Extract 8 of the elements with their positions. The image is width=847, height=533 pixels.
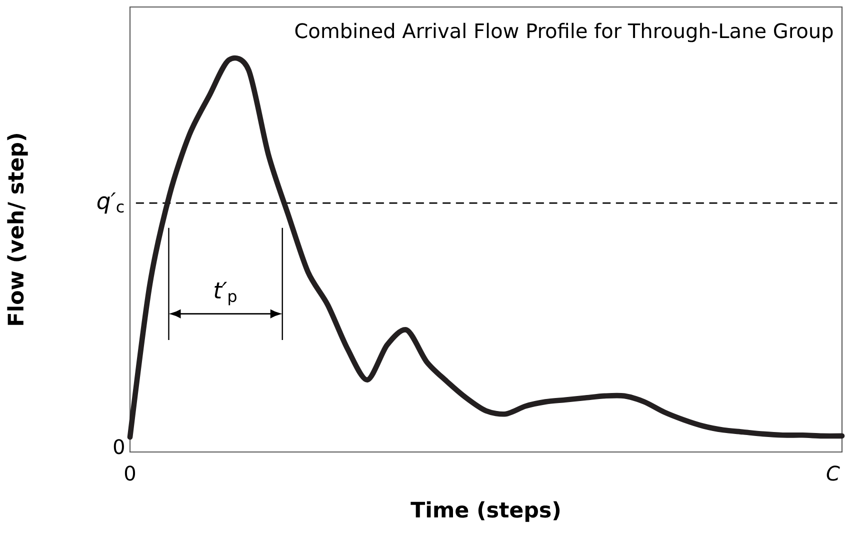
x-axis-title: Time (steps) <box>410 501 560 522</box>
annotation: t′$_{p}$ <box>214 282 236 306</box>
chart-title: Combined Arrival Flow Profile for Through-Lane Group <box>295 22 833 42</box>
text: 0 <box>124 466 136 481</box>
text: C <box>826 466 840 481</box>
ref-line-label: q′$_{c}$ <box>97 192 124 214</box>
text: 0 <box>114 439 124 454</box>
y-axis-title: Flow (veh/ step) <box>7 134 28 325</box>
